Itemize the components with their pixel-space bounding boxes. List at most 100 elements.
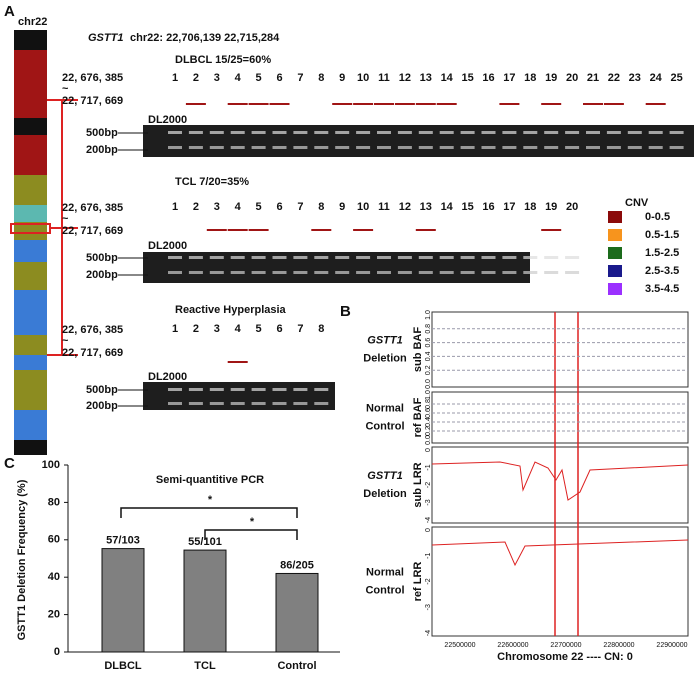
gel-band bbox=[293, 388, 308, 391]
track-axis: sub LRR bbox=[412, 462, 424, 507]
gel-band bbox=[168, 402, 182, 405]
lane-number: 24 bbox=[650, 72, 663, 84]
gel-band bbox=[188, 271, 203, 274]
lane-number: 8 bbox=[318, 201, 324, 213]
band-label: 200bp bbox=[86, 269, 118, 281]
region: chr22: 22,706,139 22,715,284 bbox=[130, 32, 280, 44]
gel-band bbox=[209, 271, 224, 274]
gel-band bbox=[188, 256, 203, 259]
x-tick-label: 22800000 bbox=[603, 642, 634, 649]
lane-number: 10 bbox=[357, 72, 369, 84]
y-tick-label: 0.4 bbox=[425, 351, 432, 361]
lane-number: 7 bbox=[297, 201, 303, 213]
lane-number: 5 bbox=[256, 72, 262, 84]
gel-band bbox=[251, 146, 266, 149]
lrr-trend bbox=[431, 461, 689, 501]
y-tick-label: 0 bbox=[425, 448, 432, 452]
gel-band bbox=[293, 146, 308, 149]
gel-band bbox=[481, 271, 496, 274]
lane-number: 8 bbox=[318, 323, 324, 335]
gel-band bbox=[251, 256, 266, 259]
y-axis-title: GSTT1 Deletion Frequency (%) bbox=[16, 479, 28, 640]
gel-band bbox=[502, 146, 517, 149]
gel bbox=[143, 382, 335, 410]
gel-band bbox=[272, 388, 287, 391]
x-tick-label: DLBCL bbox=[104, 660, 142, 672]
gel-band bbox=[335, 271, 350, 274]
lane-number: 6 bbox=[276, 201, 282, 213]
value-label: 86/205 bbox=[280, 559, 314, 571]
gel-band bbox=[544, 271, 559, 274]
gel-band bbox=[481, 131, 496, 134]
group-title: TCL 7/20=35% bbox=[175, 176, 249, 188]
lane-number: 19 bbox=[545, 72, 557, 84]
gel-band bbox=[230, 271, 245, 274]
y-tick-label: -4 bbox=[425, 517, 432, 523]
legend-swatch bbox=[608, 265, 622, 277]
track-group: Control bbox=[365, 420, 404, 432]
lane-number: 14 bbox=[441, 201, 454, 213]
lane-number: 17 bbox=[503, 72, 515, 84]
gel-band bbox=[523, 146, 538, 149]
track-group: Control bbox=[365, 584, 404, 596]
gel-band bbox=[523, 271, 538, 274]
lane-number: 13 bbox=[420, 72, 432, 84]
gel-band bbox=[565, 271, 580, 274]
gel-band bbox=[314, 388, 329, 391]
gel-band bbox=[669, 131, 684, 134]
gel-band bbox=[230, 402, 245, 405]
lane-number: 2 bbox=[193, 323, 199, 335]
lane-number: 20 bbox=[566, 201, 578, 213]
x-tick-label: 22500000 bbox=[444, 642, 475, 649]
track-group: Normal bbox=[366, 566, 404, 578]
gel-band bbox=[168, 388, 182, 391]
panel-label: A bbox=[4, 3, 15, 20]
lane-number: 8 bbox=[318, 72, 324, 84]
lane-number: 4 bbox=[235, 201, 242, 213]
gel-band bbox=[314, 271, 329, 274]
chart-title: Semi-quantitive PCR bbox=[156, 474, 264, 486]
lane-number: 19 bbox=[545, 201, 557, 213]
group-title: Reactive Hyperplasia bbox=[175, 304, 287, 316]
lane-number: 4 bbox=[235, 72, 242, 84]
gel-band bbox=[168, 146, 182, 149]
coord: ~ bbox=[62, 213, 69, 225]
lane-number: 4 bbox=[235, 323, 242, 335]
y-tick-label: 60 bbox=[48, 534, 60, 546]
y-tick-label: 80 bbox=[48, 496, 60, 508]
legend-title: CNV bbox=[625, 197, 649, 209]
y-tick-label: 20 bbox=[48, 609, 60, 621]
lane-number: 7 bbox=[297, 323, 303, 335]
lane-number: 21 bbox=[587, 72, 599, 84]
gel-band bbox=[586, 146, 600, 149]
gel-band bbox=[606, 131, 621, 134]
y-tick-label: -1 bbox=[425, 464, 432, 470]
chromosome bbox=[10, 30, 78, 455]
bracket bbox=[120, 507, 298, 518]
gel-band bbox=[293, 131, 308, 134]
gel-band bbox=[230, 146, 245, 149]
gel-band bbox=[251, 402, 266, 405]
gel-band bbox=[586, 131, 600, 134]
y-tick-label: 40 bbox=[48, 571, 60, 583]
gel-band bbox=[565, 256, 580, 259]
gel-band bbox=[439, 271, 454, 274]
legend-swatch bbox=[608, 229, 622, 241]
lane-number: 1 bbox=[172, 72, 178, 84]
lane-number: 11 bbox=[378, 72, 390, 84]
lane-number: 18 bbox=[524, 72, 536, 84]
lane-number: 15 bbox=[461, 201, 473, 213]
y-tick-label: 1.0 bbox=[425, 390, 432, 400]
gel-band bbox=[439, 256, 454, 259]
gel-band bbox=[627, 146, 642, 149]
y-tick-label: -1 bbox=[425, 553, 432, 559]
track-group: GSTT1 bbox=[367, 470, 402, 482]
track-axis: ref BAF bbox=[412, 397, 424, 437]
gel-band bbox=[377, 131, 391, 134]
lane-number: 15 bbox=[461, 72, 473, 84]
gel-band bbox=[272, 271, 287, 274]
y-tick-label: -2 bbox=[425, 482, 432, 488]
marker: DL2000 bbox=[148, 240, 187, 252]
gel-band bbox=[272, 402, 287, 405]
